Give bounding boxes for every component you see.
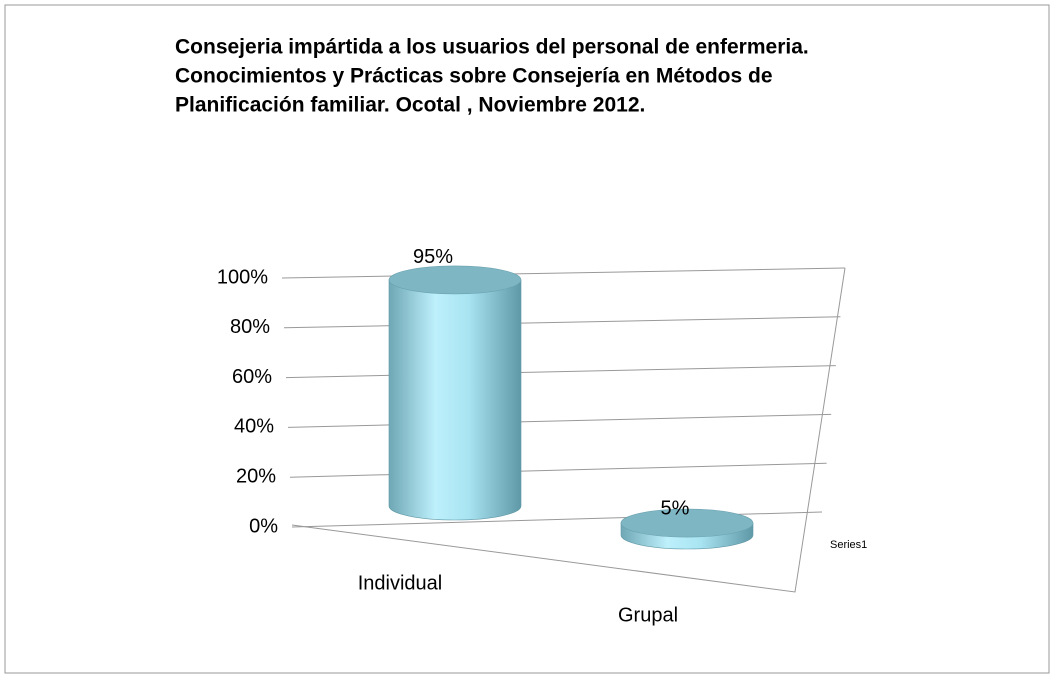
- data-label: 95%: [413, 246, 453, 268]
- y-tick-label: 20%: [236, 465, 276, 487]
- y-tick-label: 60%: [232, 366, 272, 388]
- bar-top: [388, 265, 522, 295]
- legend-label: Series1: [830, 539, 867, 551]
- grid-line: [283, 316, 841, 329]
- grid-line: [287, 413, 832, 428]
- data-label: 5%: [661, 497, 690, 519]
- chart-title: Consejeria impártida a los usuarios del …: [175, 36, 809, 59]
- x-tick-label: Grupal: [618, 604, 678, 626]
- chart-border: [4, 4, 1050, 674]
- y-tick-label: 100%: [217, 266, 268, 288]
- x-tick-label: Individual: [358, 572, 443, 594]
- grid-line: [285, 365, 836, 379]
- y-tick-label: 80%: [230, 316, 270, 338]
- floor-edge: [291, 267, 846, 593]
- y-tick-label: 0%: [249, 515, 278, 537]
- grid-line: [281, 267, 846, 279]
- bar: [388, 279, 522, 521]
- y-tick-label: 40%: [234, 416, 274, 438]
- chart-title: Conocimientos y Prácticas sobre Consejer…: [175, 65, 773, 88]
- chart-title: Planificación familiar. Ocotal , Noviemb…: [175, 94, 645, 117]
- grid-line: [289, 462, 827, 478]
- bar-top: [620, 508, 754, 538]
